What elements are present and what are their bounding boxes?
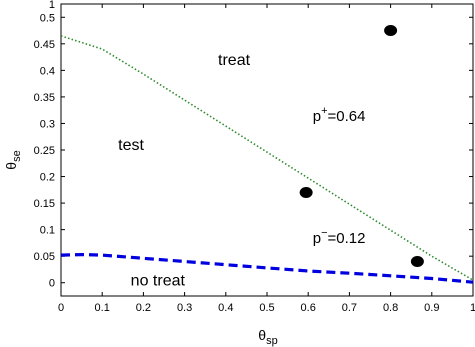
y-tick-label: 0 (49, 278, 55, 290)
y-tick-label: 0.45 (34, 39, 55, 51)
probability-label: p+=0.64 (313, 105, 366, 125)
x-tick-label: 0.3 (177, 302, 192, 314)
x-axis-label: θsp (258, 327, 277, 347)
x-tick-label: 1 (470, 302, 475, 314)
x-tick-label: 0.4 (218, 302, 233, 314)
y-axis-label: θse (3, 150, 23, 169)
y-tick-label: 0.1 (40, 225, 55, 237)
y-tick-label: 1 (49, 0, 55, 11)
x-tick-label: 0 (58, 302, 64, 314)
y-tick-label: 0.15 (34, 198, 55, 210)
probability-label: p−=0.12 (313, 227, 366, 247)
data-point (410, 255, 424, 267)
region-labels: treat test no treat (118, 52, 250, 289)
x-axis-ticks: 0 0.1 0.2 0.3 0.4 0.5 0.6 0.7 0.8 0.9 1 (58, 4, 475, 314)
data-point (299, 186, 313, 198)
x-tick-label: 0.2 (136, 302, 151, 314)
data-point (384, 25, 398, 37)
region-label: no treat (131, 272, 186, 289)
x-tick-label: 0.6 (301, 302, 316, 314)
x-tick-label: 0.9 (424, 302, 439, 314)
x-tick-label: 0.7 (342, 302, 357, 314)
plot-area (60, 3, 474, 297)
y-tick-label: 0.25 (34, 145, 55, 157)
region-label: treat (218, 52, 251, 69)
y-tick-label: 0.05 (34, 251, 55, 263)
lower-threshold-curve (60, 252, 474, 284)
x-tick-label: 0.8 (383, 302, 398, 314)
x-tick-label: 0.1 (95, 302, 110, 314)
upper-threshold-curve (60, 35, 474, 281)
region-label: test (118, 137, 144, 154)
y-tick-label: 0.4 (40, 65, 55, 77)
y-tick-label: 0.35 (34, 92, 55, 104)
y-tick-label: 0.5 (40, 12, 55, 24)
x-tick-label: 0.5 (259, 302, 274, 314)
y-axis-ticks: 0 0.05 0.1 0.15 0.2 0.25 0.3 0.35 0.4 0.45 0.51 (34, 0, 473, 290)
data-points (299, 25, 424, 267)
y-tick-label: 0.2 (40, 172, 55, 184)
probability-annotations: p+=0.64 p−=0.12 (313, 105, 366, 247)
y-tick-label: 0.3 (40, 118, 55, 130)
